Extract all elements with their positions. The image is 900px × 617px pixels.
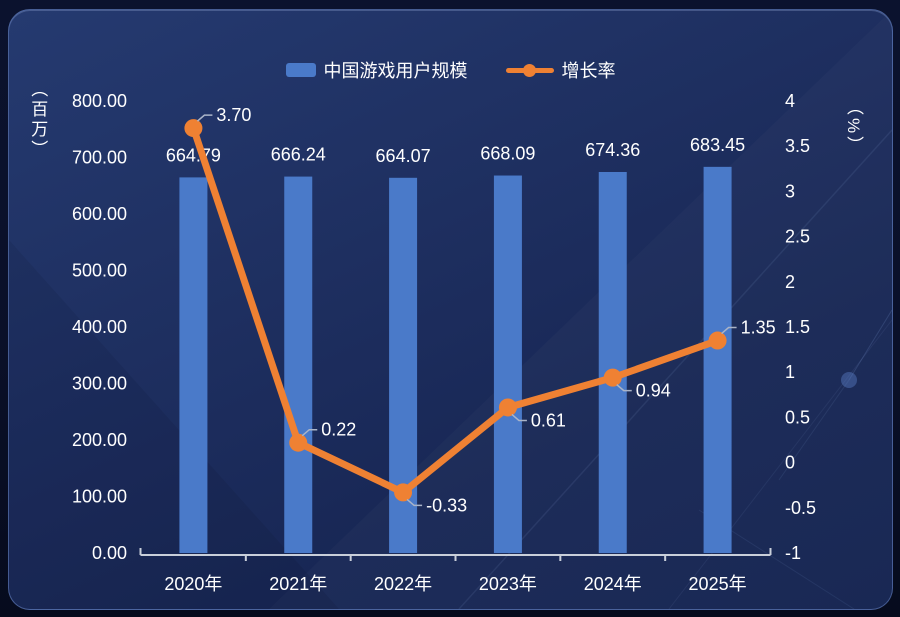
label-connector xyxy=(721,326,737,335)
line-value-label: 3.70 xyxy=(216,105,251,125)
x-axis-label-2020年: 2020年 xyxy=(164,574,222,594)
legend-item-users[interactable]: 中国游戏用户规模 xyxy=(285,57,468,83)
chart-plot: 0.00 100.00 200.00 300.00 400.00 500.00 600.00… xyxy=(72,91,816,594)
line-marker-2024年[interactable] xyxy=(603,368,622,387)
label-connector xyxy=(406,498,423,507)
right-axis-tick-label: 3 xyxy=(785,181,795,201)
right-axis-tick-label: 1 xyxy=(785,362,795,382)
right-axis-tick-label: 1.5 xyxy=(785,317,810,337)
left-axis-tick-label: 300.00 xyxy=(72,374,127,394)
left-axis-tick-label: 400.00 xyxy=(72,317,127,337)
x-axis-label-2024年: 2024年 xyxy=(584,574,642,594)
right-axis-tick-label: 2 xyxy=(785,272,795,292)
x-axis-line xyxy=(139,548,772,561)
right-axis-tick-label: 0.5 xyxy=(785,407,810,427)
label-connector xyxy=(511,413,527,422)
bar-2021年[interactable] xyxy=(284,176,313,553)
growth-line xyxy=(189,124,722,496)
line-swatch-dot xyxy=(522,63,536,77)
line-marker-2025年[interactable] xyxy=(708,331,727,350)
bar-2024年[interactable] xyxy=(598,171,627,553)
legend-item-growth[interactable]: 增长率 xyxy=(505,57,616,83)
line-marker-2022年[interactable] xyxy=(394,483,413,502)
bar-value-label: 668.09 xyxy=(480,144,535,164)
right-axis-tick-label: -1 xyxy=(785,543,801,563)
line-marker-2021年[interactable] xyxy=(289,433,308,452)
line-value-label: -0.33 xyxy=(426,495,467,515)
line-value-label: 0.22 xyxy=(321,420,356,440)
bar-2025年[interactable] xyxy=(703,166,732,553)
right-axis-tick-label: 4 xyxy=(785,91,795,111)
bar-value-label: 683.45 xyxy=(690,135,745,155)
right-axis-tick-label: 0 xyxy=(785,453,795,473)
right-axis-tick-label: 3.5 xyxy=(785,136,810,156)
bar-value-label: 664.79 xyxy=(166,145,221,165)
line-value-label: 1.35 xyxy=(741,318,776,338)
line-value-label: 0.94 xyxy=(636,381,671,401)
x-axis-label-2022年: 2022年 xyxy=(374,574,432,594)
left-axis-tick-label: 200.00 xyxy=(72,430,127,450)
line-marker-2020年[interactable] xyxy=(184,119,203,138)
label-connector xyxy=(616,384,632,392)
background-decoration xyxy=(9,129,892,609)
bar-value-label: 674.36 xyxy=(585,140,640,160)
label-connector xyxy=(301,428,318,437)
bar-value-label: 666.24 xyxy=(271,145,326,165)
legend-label-users: 中国游戏用户规模 xyxy=(323,61,468,81)
x-axis-label-2021年: 2021年 xyxy=(269,574,327,594)
line-marker-2023年[interactable] xyxy=(498,398,517,417)
legend: 中国游戏用户规模 增长率 xyxy=(9,57,892,83)
left-axis-tick-label: 100.00 xyxy=(72,487,127,507)
bar-value-label: 664.07 xyxy=(376,146,431,166)
left-axis-tick-label: 0.00 xyxy=(92,543,127,563)
left-axis-tick-label: 500.00 xyxy=(72,261,127,281)
x-axis-label-2025年: 2025年 xyxy=(689,574,747,594)
bar-2023年[interactable] xyxy=(493,175,522,553)
line-value-label: 0.61 xyxy=(531,410,566,430)
right-axis-tick-label: -0.5 xyxy=(785,498,816,518)
line-series-swatch xyxy=(505,63,554,77)
legend-label-growth: 增长率 xyxy=(561,61,616,81)
left-axis-tick-label: 600.00 xyxy=(72,204,127,224)
label-connector xyxy=(196,114,213,122)
chart-card: 中国游戏用户规模 增长率 （百万） （%） 0.00 100.00 200.00 30… xyxy=(8,9,893,610)
bar-2022年[interactable] xyxy=(389,177,418,553)
left-axis-tick-label: 800.00 xyxy=(72,91,127,111)
left-axis-tick-label: 700.00 xyxy=(72,148,127,168)
x-axis-label-2023年: 2023年 xyxy=(479,574,537,594)
deco-node-dot xyxy=(841,372,857,388)
right-axis-name: （%） xyxy=(844,98,863,157)
left-axis-name: （百万） xyxy=(28,80,48,160)
right-axis-tick-label: 2.5 xyxy=(785,227,810,247)
bar-series-swatch xyxy=(285,63,316,77)
bar-2020年[interactable] xyxy=(179,177,208,553)
